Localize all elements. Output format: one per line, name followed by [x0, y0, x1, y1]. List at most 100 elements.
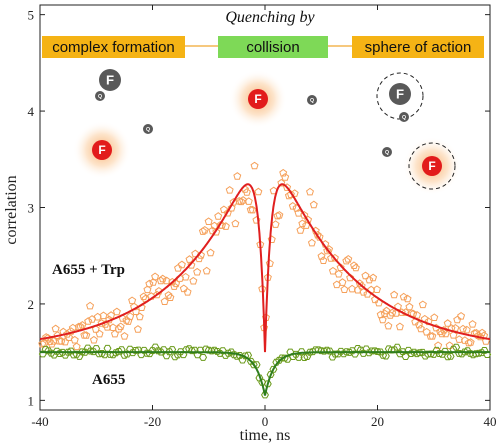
sphere-quencher-inner — [399, 112, 409, 122]
trp-point-4 — [45, 337, 54, 346]
y-tick-label-1: 2 — [28, 297, 35, 312]
trp-point-161 — [346, 273, 355, 282]
complex-quencher — [95, 91, 105, 101]
trp-point-5 — [47, 339, 56, 348]
a655-point-84 — [275, 356, 284, 364]
trp-point-158 — [340, 285, 349, 293]
trp-point-163 — [350, 261, 358, 269]
a655-point-41 — [154, 347, 163, 355]
collision-quencher-label: Q — [310, 98, 314, 104]
a655-point-141 — [435, 350, 444, 357]
trp-point-97 — [223, 208, 232, 217]
axis-ticks: -40 -20 0 20 40 1 2 3 4 5 — [28, 5, 497, 429]
a655-point-105 — [334, 350, 343, 358]
a655-point-13 — [75, 353, 84, 360]
trp-point-51 — [135, 312, 144, 321]
sphere-dye-dark — [389, 83, 411, 105]
trp-point-152 — [328, 266, 337, 275]
trp-point-69 — [170, 282, 179, 290]
a655-point-110 — [348, 347, 357, 355]
trp-point-119 — [265, 259, 274, 267]
trp-point-181 — [384, 321, 393, 330]
trp-point-217 — [453, 315, 462, 324]
trp-point-160 — [344, 254, 353, 263]
a655-point-71 — [238, 356, 247, 364]
trp-point-198 — [416, 324, 425, 333]
trp-point-137 — [300, 210, 309, 219]
trp-point-23 — [82, 331, 91, 339]
sphere-quencher-outer — [382, 147, 392, 157]
trp-point-111 — [250, 161, 259, 170]
free-quencher-left — [143, 124, 153, 134]
trp-point-204 — [428, 331, 437, 340]
trp-point-140 — [306, 187, 314, 196]
a655-point-94 — [303, 353, 312, 360]
trp-point-32 — [99, 311, 108, 320]
box-collision — [218, 36, 328, 58]
trp-point-104 — [237, 197, 246, 206]
trp-point-183 — [388, 308, 397, 317]
trp-point-191 — [403, 294, 412, 303]
a655-point-2 — [44, 347, 53, 355]
trp-point-126 — [279, 168, 288, 177]
trp-point-84 — [198, 227, 207, 235]
a655-fit-curve — [40, 351, 490, 396]
a655-point-107 — [339, 350, 348, 358]
trp-point-123 — [273, 211, 282, 220]
trp-point-223 — [464, 338, 473, 347]
quenching-annotation: Quenching by complex formation collision… — [42, 9, 484, 58]
trp-point-178 — [378, 315, 387, 324]
a655-point-40 — [151, 343, 160, 351]
a655-point-155 — [474, 349, 483, 357]
a655-point-78 — [258, 378, 267, 386]
trp-point-59 — [151, 272, 160, 281]
trp-point-78 — [187, 260, 196, 269]
trp-point-180 — [382, 306, 391, 315]
trp-point-162 — [348, 284, 357, 293]
box-complex-formation — [42, 36, 185, 58]
a655-point-69 — [232, 352, 241, 360]
sphere-quencher-inner-label: Q — [402, 115, 406, 121]
trp-point-0 — [38, 339, 47, 348]
trp-point-122 — [271, 220, 280, 228]
trp-point-124 — [275, 210, 284, 219]
box-sphere-of-action — [352, 36, 484, 58]
trp-point-146 — [317, 252, 326, 260]
trp-point-113 — [254, 187, 263, 196]
trp-point-37 — [109, 323, 117, 331]
a655-point-39 — [148, 347, 157, 354]
series-label-a655: A655 — [92, 372, 125, 388]
x-tick-label-2: 0 — [262, 414, 269, 429]
trp-point-92 — [214, 212, 223, 220]
trp-point-87 — [204, 217, 213, 225]
trp-point-80 — [191, 249, 200, 258]
trp-point-218 — [455, 335, 464, 343]
y-tick-label-3: 4 — [28, 104, 35, 119]
trp-point-99 — [227, 203, 236, 212]
a655-point-133 — [412, 350, 421, 358]
trp-point-65 — [162, 276, 171, 285]
trp-point-130 — [286, 190, 295, 198]
a655-point-157 — [480, 347, 489, 354]
trp-point-27 — [89, 335, 98, 344]
a655-point-93 — [300, 354, 309, 361]
trp-point-47 — [128, 296, 137, 305]
trp-point-85 — [200, 225, 209, 234]
trp-point-207 — [434, 341, 443, 349]
trp-fit-curve — [39, 183, 491, 353]
trp-point-24 — [84, 317, 93, 325]
x-tick-label-0: -40 — [31, 414, 48, 429]
a655-point-136 — [421, 352, 430, 360]
a655-point-47 — [171, 353, 179, 361]
trp-point-45 — [124, 317, 133, 325]
trp-point-112 — [252, 215, 261, 224]
a655-point-23 — [103, 344, 112, 352]
trp-point-110 — [248, 205, 257, 214]
trp-point-149 — [323, 246, 332, 255]
trp-point-224 — [466, 338, 475, 346]
trp-point-15 — [66, 327, 75, 335]
free-quencher-left-label: Q — [146, 127, 150, 133]
trp-point-230 — [478, 328, 487, 337]
